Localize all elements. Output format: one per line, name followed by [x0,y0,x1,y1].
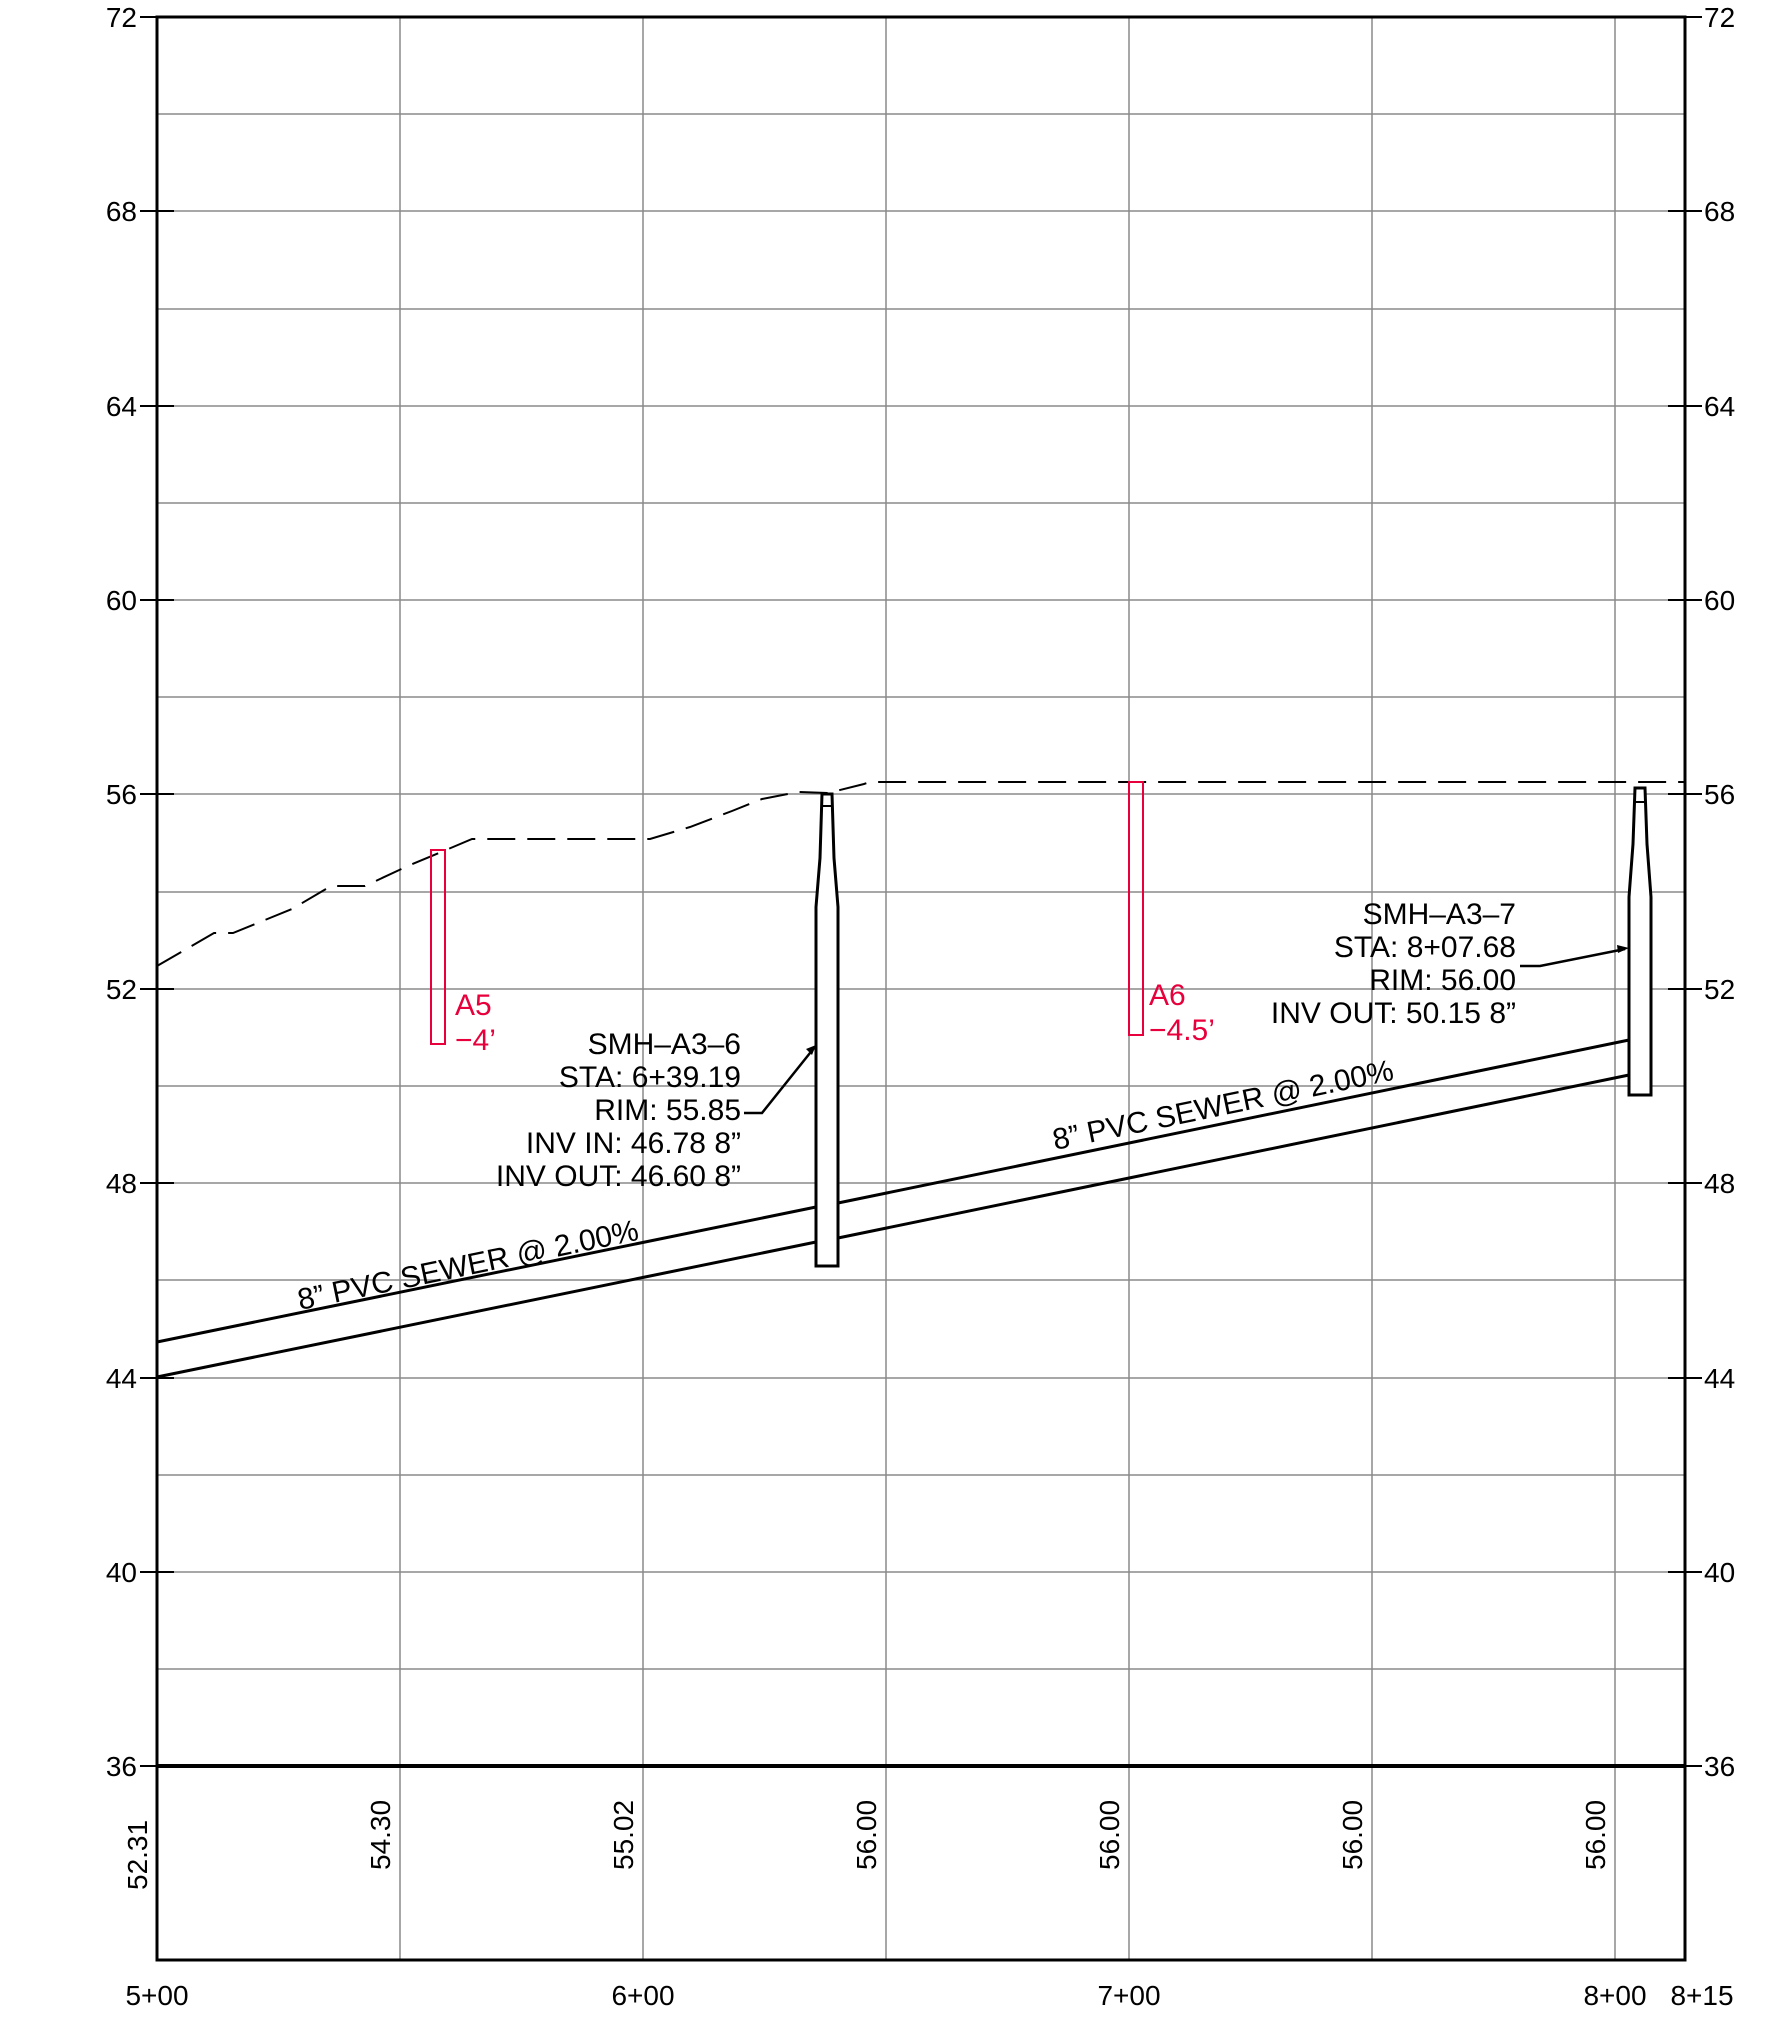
ground-elevations: 52.31 54.30 55.02 56.00 56.00 56.00 56.0… [122,1800,1611,1890]
boring-a5-id: A5 [455,989,492,1022]
station-labels: 5+00 6+00 7+00 8+00 8+15 [125,1980,1733,2011]
boring-a5-depth: −4’ [455,1024,496,1057]
station-label: 7+00 [1097,1980,1160,2011]
elev-label: 68 [106,196,137,227]
elev-label: 60 [106,585,137,616]
smh-a3-7-leader [1520,947,1626,968]
elev-label: 68 [1704,196,1735,227]
elev-label: 52 [1704,974,1735,1005]
grid [157,17,1685,1960]
manhole-station: STA: 8+07.68 [1334,931,1516,964]
elev-label: 52 [106,974,137,1005]
elev-label: 48 [106,1168,137,1199]
elev-label: 56 [106,779,137,810]
elev-label: 44 [106,1363,137,1394]
elev-label: 56 [1704,779,1735,810]
sewer-pipe [156,1038,1630,1379]
ground-elev: 54.30 [365,1800,396,1870]
elev-label: 40 [1704,1557,1735,1588]
manhole-inv-in: INV IN: 46.78 8” [526,1127,741,1160]
ground-elev: 56.00 [851,1800,882,1870]
boring-a6-depth: −4.5’ [1149,1014,1215,1047]
manhole-smh-a3-7 [1627,786,1653,1097]
elev-label: 48 [1704,1168,1735,1199]
boring-a5 [430,849,446,1045]
elev-label: 72 [1704,2,1735,33]
pipe-label-lower: 8” PVC SEWER @ 2.00% [295,1214,642,1317]
smh-a3-6-leader [744,1047,815,1115]
elevation-labels-right: 72 68 64 60 56 52 48 44 40 36 [1704,2,1735,1782]
ground-elev: 56.00 [1337,1800,1368,1870]
boring-a6 [1128,781,1144,1036]
manhole-name: SMH–A3–7 [1363,898,1516,931]
ground-elev: 52.31 [122,1820,153,1890]
manhole-smh-a3-6 [814,792,840,1268]
manhole-rim: RIM: 55.85 [594,1094,741,1127]
boring-a6-id: A6 [1149,979,1186,1012]
ground-elev: 56.00 [1094,1800,1125,1870]
elev-label: 36 [1704,1751,1735,1782]
smh-a3-6-label: SMH–A3–6 STA: 6+39.19 RIM: 55.85 INV IN:… [496,1028,741,1193]
elev-label: 60 [1704,585,1735,616]
station-label: 8+15 [1670,1980,1733,2011]
elev-label: 44 [1704,1363,1735,1394]
elev-label: 40 [106,1557,137,1588]
station-label: 8+00 [1583,1980,1646,2011]
elev-label: 64 [1704,391,1735,422]
ground-elev: 56.00 [1580,1800,1611,1870]
ground-elev: 55.02 [608,1800,639,1870]
elev-label: 72 [106,2,137,33]
manhole-rim: RIM: 56.00 [1369,964,1516,997]
manhole-station: STA: 6+39.19 [559,1061,741,1094]
station-label: 6+00 [611,1980,674,2011]
elev-label: 36 [106,1751,137,1782]
pipe-label-upper: 8” PVC SEWER @ 2.00% [1050,1054,1397,1157]
smh-a3-6-leader-arrow [806,1045,816,1055]
manhole-inv-out: INV OUT: 50.15 8” [1271,997,1516,1030]
station-label: 5+00 [125,1980,188,2011]
elev-label: 64 [106,391,137,422]
smh-a3-7-label: SMH–A3–7 STA: 8+07.68 RIM: 56.00 INV OUT… [1271,898,1516,1030]
elevation-labels-left: 72 68 64 60 56 52 48 44 40 36 [106,2,137,1782]
manhole-inv-out: INV OUT: 46.60 8” [496,1160,741,1193]
manhole-name: SMH–A3–6 [588,1028,741,1061]
elevation-ticks [140,16,1702,1767]
smh-a3-7-leader-arrow [1617,945,1629,953]
